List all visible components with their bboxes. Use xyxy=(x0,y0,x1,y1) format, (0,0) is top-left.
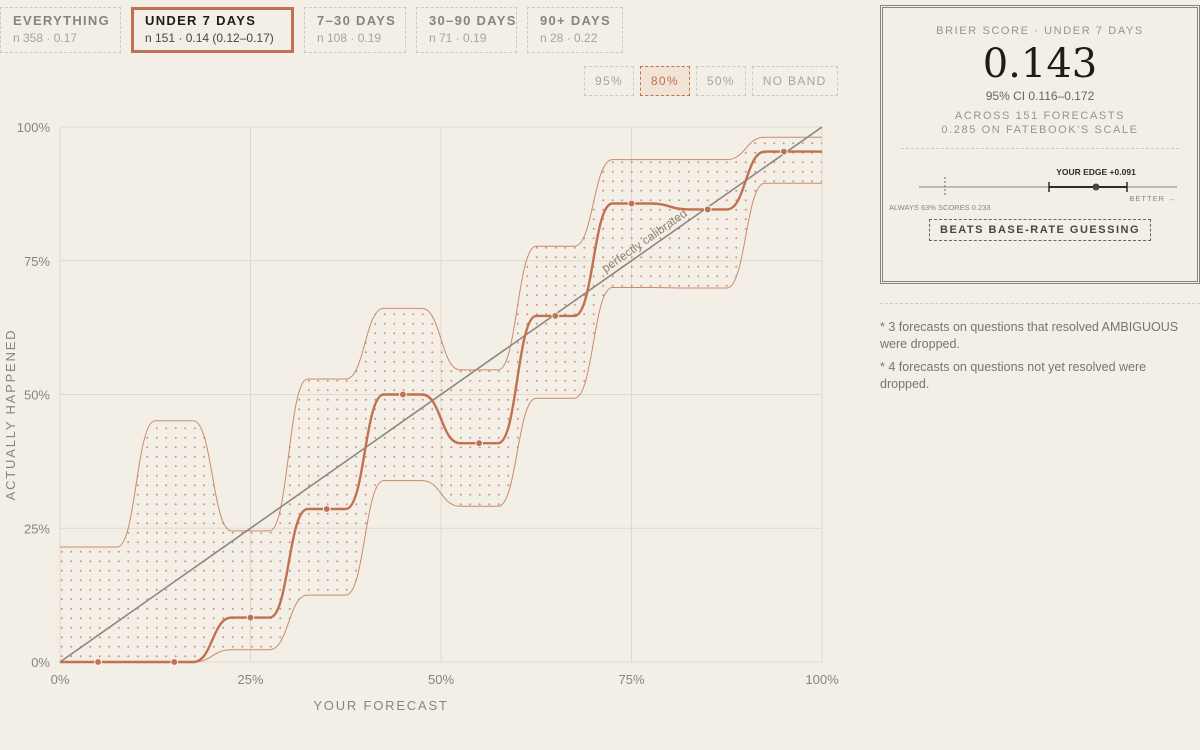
y-tick-label: 100% xyxy=(17,120,51,135)
brier-score-label: BRIER SCORE · UNDER 7 DAYS xyxy=(936,25,1144,37)
y-tick-label: 50% xyxy=(24,388,50,403)
better-label: BETTER → xyxy=(1129,194,1176,203)
tab-label: EVERYTHING xyxy=(13,13,111,28)
x-tick-label: 25% xyxy=(237,672,263,687)
calibration-point xyxy=(170,658,179,666)
calibration-point xyxy=(94,658,102,666)
fatebook-score: 0.285 ON FATEBOOK'S SCALE xyxy=(941,124,1139,136)
calibration-chart: 0%0%25%25%50%50%75%75%100%100% perfectly… xyxy=(3,120,839,713)
tab-30-90-days[interactable]: 30–90 DAYS n 71 · 0.19 xyxy=(416,7,517,53)
tab-subtitle: n 108 · 0.19 xyxy=(317,31,382,45)
tab-subtitle: n 358 · 0.17 xyxy=(13,31,78,45)
calibration-point xyxy=(399,390,407,399)
base-rate-badge: BEATS BASE-RATE GUESSING xyxy=(929,219,1151,241)
calibration-points xyxy=(94,147,788,666)
calibration-point xyxy=(551,311,560,320)
calibration-point xyxy=(780,147,788,156)
calibration-point xyxy=(322,505,331,513)
band-no-band-button[interactable]: NO BAND xyxy=(751,66,838,96)
edge-label: YOUR EDGE +0.091 xyxy=(1056,167,1136,177)
tab-subtitle: n 71 · 0.19 xyxy=(429,31,487,45)
calibration-point xyxy=(475,439,484,448)
tab-under-7-days[interactable]: UNDER 7 DAYS n 151 · 0.14 (0.12–0.17) xyxy=(131,7,294,53)
tab-90-days[interactable]: 90+ DAYS n 28 · 0.22 xyxy=(527,7,623,53)
confidence-band-lower xyxy=(60,182,822,663)
tab-everything[interactable]: EVERYTHING n 358 · 0.17 xyxy=(0,7,121,53)
x-tick-label: 50% xyxy=(428,672,454,687)
horizon-tabs: EVERYTHING n 358 · 0.17 UNDER 7 DAYS n 151 … xyxy=(0,7,633,53)
panel-separator xyxy=(880,303,1200,304)
chart-axes: 0%0% 25% 25% 50% 50% 75% 75% 100% 100% xyxy=(17,120,839,687)
confidence-band-upper xyxy=(60,136,822,548)
footnote: * 4 forecasts on questions not yet resol… xyxy=(880,360,1147,391)
tab-label: UNDER 7 DAYS xyxy=(145,13,257,28)
tab-label: 90+ DAYS xyxy=(540,13,611,28)
y-tick-label: 75% xyxy=(24,254,50,269)
tab-subtitle: n 151 · 0.14 (0.12–0.17) xyxy=(145,31,274,45)
band-50-button[interactable]: 50% xyxy=(695,66,746,96)
calibration-point xyxy=(246,613,255,622)
y-tick-label: 0% xyxy=(31,655,50,670)
footnotes: * 3 forecasts on questions that resolved… xyxy=(880,319,1185,399)
y-axis-label: ACTUALLY HAPPENED xyxy=(3,329,18,501)
x-tick-label: 0% xyxy=(51,672,70,687)
perfect-calibration-line xyxy=(59,126,823,663)
edge-meter: YOUR EDGE +0.091 BETTER → ALWAYS 63% SCO… xyxy=(889,167,1177,212)
band-95-button[interactable]: 95% xyxy=(584,66,634,96)
footnote: * 3 forecasts on questions that resolved… xyxy=(880,320,1179,351)
forecast-count: ACROSS 151 FORECASTS xyxy=(954,110,1126,122)
brier-score-panel: BRIER SCORE · UNDER 7 DAYS 0.143 95% CI … xyxy=(880,5,1200,284)
band-80-button[interactable]: 80% xyxy=(639,66,690,96)
calibration-point xyxy=(703,205,712,214)
tab-7-30-days[interactable]: 7–30 DAYS n 108 · 0.19 xyxy=(304,7,406,53)
brier-score-value: 0.143 xyxy=(982,41,1098,87)
confidence-band xyxy=(60,137,822,663)
x-axis-label: YOUR FORECAST xyxy=(313,698,448,713)
tab-subtitle: n 28 · 0.22 xyxy=(540,31,598,45)
x-tick-label: 75% xyxy=(618,672,644,687)
y-tick-label: 25% xyxy=(24,521,50,536)
band-selector: 95% 80% 50% NO BAND xyxy=(584,66,844,96)
panel-divider xyxy=(901,148,1179,149)
confidence-interval: 95% CI 0.116–0.172 xyxy=(985,89,1095,103)
calibration-series-line xyxy=(60,150,822,664)
x-tick-label: 100% xyxy=(805,672,839,687)
tab-label: 30–90 DAYS xyxy=(429,13,517,28)
baseline-label: ALWAYS 63% SCORES 0.233 xyxy=(889,203,991,212)
tab-label: 7–30 DAYS xyxy=(317,13,397,28)
edge-marker xyxy=(1092,183,1100,191)
calibration-point xyxy=(627,199,636,208)
